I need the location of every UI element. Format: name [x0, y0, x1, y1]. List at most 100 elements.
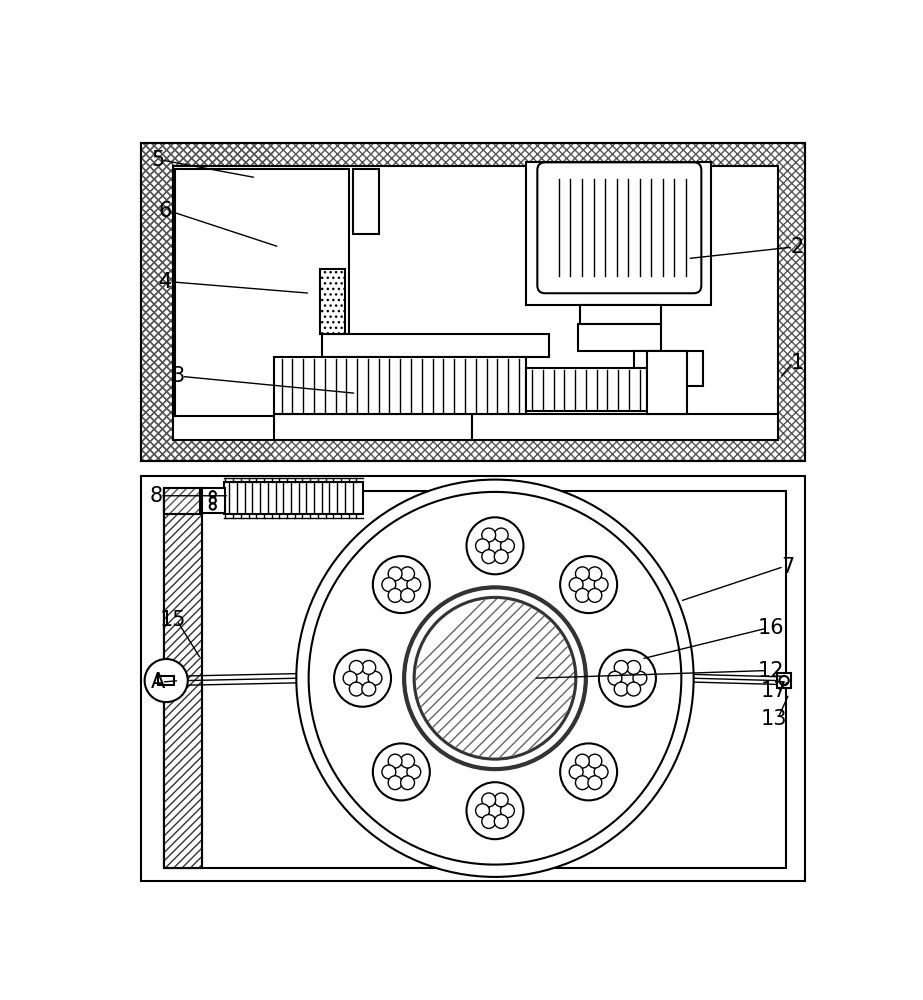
Circle shape — [482, 815, 496, 828]
Circle shape — [575, 776, 589, 790]
Bar — [200, 488, 225, 513]
Circle shape — [394, 765, 408, 779]
Circle shape — [389, 567, 402, 581]
Circle shape — [382, 578, 396, 592]
Circle shape — [500, 539, 514, 553]
Circle shape — [482, 550, 496, 564]
Bar — [164, 491, 202, 868]
Circle shape — [581, 578, 595, 592]
Text: 13: 13 — [761, 709, 787, 729]
Circle shape — [210, 497, 216, 503]
Circle shape — [575, 588, 589, 602]
Text: 7: 7 — [781, 557, 794, 577]
Bar — [141, 143, 274, 461]
Circle shape — [500, 804, 514, 818]
Circle shape — [569, 765, 583, 779]
Circle shape — [495, 793, 509, 807]
Circle shape — [560, 743, 617, 800]
Bar — [526, 368, 647, 411]
Bar — [164, 488, 202, 514]
Circle shape — [475, 539, 489, 553]
Circle shape — [482, 528, 496, 542]
Text: 15: 15 — [160, 610, 186, 631]
Text: 6: 6 — [159, 201, 172, 221]
Text: 2: 2 — [790, 237, 803, 257]
Circle shape — [401, 754, 414, 768]
Bar — [322, 334, 549, 357]
Circle shape — [581, 765, 595, 779]
Circle shape — [620, 671, 634, 685]
Circle shape — [401, 588, 414, 602]
Bar — [320, 269, 345, 334]
Circle shape — [614, 661, 629, 674]
Bar — [647, 351, 688, 414]
Bar — [224, 482, 363, 514]
Circle shape — [373, 556, 430, 613]
Circle shape — [210, 491, 216, 497]
Circle shape — [401, 567, 414, 581]
Circle shape — [599, 650, 656, 707]
Bar — [633, 351, 703, 386]
Bar — [174, 166, 778, 440]
Circle shape — [495, 550, 509, 564]
Circle shape — [382, 765, 396, 779]
Circle shape — [368, 671, 382, 685]
Circle shape — [210, 503, 216, 510]
Circle shape — [389, 776, 402, 790]
Text: 3: 3 — [171, 366, 185, 386]
Text: 5: 5 — [151, 150, 164, 170]
Circle shape — [401, 776, 414, 790]
Bar — [578, 324, 661, 351]
Bar — [777, 673, 791, 688]
Text: 12: 12 — [758, 661, 784, 681]
Circle shape — [588, 567, 602, 581]
Circle shape — [407, 578, 421, 592]
Circle shape — [466, 782, 523, 839]
Circle shape — [404, 587, 586, 769]
Circle shape — [466, 517, 523, 574]
Circle shape — [296, 480, 694, 877]
Circle shape — [614, 682, 629, 696]
Circle shape — [334, 650, 391, 707]
Circle shape — [394, 578, 408, 592]
Text: 4: 4 — [159, 272, 172, 292]
Circle shape — [362, 682, 376, 696]
Circle shape — [594, 765, 608, 779]
Bar — [526, 162, 711, 305]
Circle shape — [594, 578, 608, 592]
Circle shape — [627, 661, 641, 674]
Circle shape — [488, 539, 502, 553]
Text: 1: 1 — [790, 353, 803, 373]
Circle shape — [780, 676, 789, 685]
Bar — [353, 169, 379, 234]
Circle shape — [495, 528, 509, 542]
Text: 17: 17 — [761, 681, 787, 701]
Bar — [141, 143, 805, 461]
Circle shape — [373, 743, 430, 800]
Circle shape — [482, 793, 496, 807]
Text: 16: 16 — [758, 618, 784, 638]
Bar — [159, 676, 174, 685]
Bar — [164, 491, 202, 868]
Bar — [141, 143, 805, 461]
Circle shape — [588, 776, 602, 790]
Circle shape — [488, 804, 502, 818]
Circle shape — [608, 671, 622, 685]
FancyBboxPatch shape — [537, 162, 701, 293]
Circle shape — [350, 661, 364, 674]
Bar — [175, 169, 349, 416]
Circle shape — [145, 659, 187, 702]
Bar — [580, 305, 661, 324]
Text: 8: 8 — [150, 486, 162, 506]
Bar — [274, 414, 472, 440]
Bar — [274, 357, 526, 414]
Bar — [472, 414, 778, 440]
Circle shape — [569, 578, 583, 592]
Circle shape — [575, 754, 589, 768]
Circle shape — [588, 588, 602, 602]
Circle shape — [560, 556, 617, 613]
Circle shape — [627, 682, 641, 696]
Text: A: A — [150, 672, 165, 692]
Circle shape — [350, 682, 364, 696]
Circle shape — [389, 588, 402, 602]
